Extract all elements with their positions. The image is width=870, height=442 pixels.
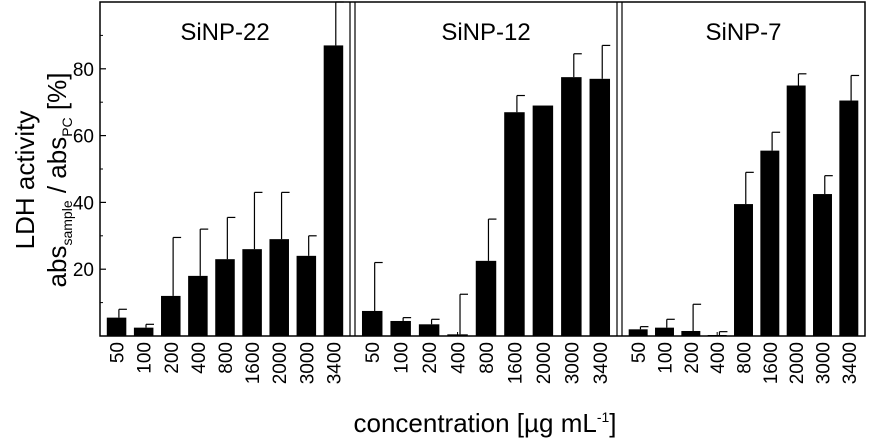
panel-title-1: SiNP-22 <box>180 19 269 46</box>
bar-SiNP-22-2000 <box>269 239 289 336</box>
y-axis: 20 40 60 80 <box>73 34 106 304</box>
bar-SiNP-7-3400 <box>839 100 859 336</box>
bar-SiNP-7-2000 <box>786 85 806 336</box>
bar-SiNP-12-1600 <box>504 112 525 336</box>
panel-1: SiNP-22 50 100 200 400 800 1600 2000 3000 3400 <box>106 1 345 384</box>
x-axis-title-sup: -1 <box>597 409 610 425</box>
panel-3: SiNP-7 50 100 200 400 800 1600 2000 3000 3400 <box>628 19 861 384</box>
bar-SiNP-22-3000 <box>296 255 317 336</box>
x-tick-label-SiNP-22-3400: 3400 <box>324 342 345 384</box>
bar-SiNP-22-1600 <box>242 249 262 336</box>
y-axis-title-abs: abs <box>42 246 72 288</box>
y-tick-label-80: 80 <box>73 60 94 81</box>
bar-SiNP-12-100 <box>390 320 411 336</box>
y-axis-title-sample: sample <box>59 200 75 245</box>
y-axis-title-abs2: / abs <box>42 137 72 201</box>
bar-SiNP-7-3000 <box>813 194 832 336</box>
x-tick-label-SiNP-7-800: 800 <box>735 342 756 374</box>
x-tick-label-SiNP-7-200: 200 <box>682 342 703 374</box>
x-tick-label-SiNP-12-50: 50 <box>363 342 384 363</box>
x-tick-label-SiNP-12-2000: 2000 <box>534 342 555 384</box>
bar-SiNP-22-400 <box>188 275 208 336</box>
x-tick-label-SiNP-12-400: 400 <box>449 342 470 374</box>
bar-SiNP-22-50 <box>106 317 127 336</box>
x-tick-label-SiNP-22-800: 800 <box>216 342 237 374</box>
x-tick-label-SiNP-22-100: 100 <box>135 342 156 374</box>
bar-SiNP-7-1600 <box>760 150 780 336</box>
y-tick-label-40: 40 <box>73 193 94 214</box>
bar-SiNP-12-50 <box>361 310 383 336</box>
x-axis-title-end: ] <box>609 408 616 438</box>
bar-SiNP-22-800 <box>215 259 235 336</box>
x-tick-label-SiNP-7-2000: 2000 <box>787 342 808 384</box>
bar-SiNP-7-800 <box>734 204 753 336</box>
y-tick-label-60: 60 <box>73 127 94 148</box>
x-tick-label-SiNP-12-100: 100 <box>392 342 413 374</box>
bar-SiNP-12-3000 <box>561 77 582 337</box>
bar-SiNP-22-3400 <box>323 45 344 337</box>
x-tick-label-SiNP-22-400: 400 <box>189 342 210 374</box>
bar-SiNP-7-100 <box>655 327 674 336</box>
x-tick-label-SiNP-12-800: 800 <box>477 342 498 374</box>
y-axis-title-line1: LDH activity <box>10 111 40 250</box>
x-tick-label-SiNP-7-1600: 1600 <box>761 342 782 384</box>
x-tick-label-SiNP-22-2000: 2000 <box>270 342 291 384</box>
panel-title-2: SiNP-12 <box>441 19 530 46</box>
x-axis-title-main: concentration [µg mL <box>353 408 596 438</box>
x-tick-label-SiNP-22-1600: 1600 <box>243 342 264 384</box>
x-tick-label-SiNP-12-3400: 3400 <box>591 342 612 384</box>
x-tick-label-SiNP-7-3400: 3400 <box>840 342 861 384</box>
y-tick-label-20: 20 <box>73 260 94 281</box>
x-tick-label-SiNP-12-1600: 1600 <box>505 342 526 384</box>
x-tick-label-SiNP-7-100: 100 <box>656 342 677 374</box>
y-axis-title-line2: abssample / absPC [%] <box>42 73 75 288</box>
y-axis-title-pct: [%] <box>42 73 72 118</box>
bar-SiNP-22-200 <box>161 295 181 336</box>
x-tick-label-SiNP-12-3000: 3000 <box>562 342 583 384</box>
bar-SiNP-12-200 <box>418 324 440 336</box>
panel-title-3: SiNP-7 <box>705 19 781 46</box>
x-tick-label-SiNP-12-200: 200 <box>420 342 441 374</box>
panel-2: SiNP-12 50 100 200 400 800 1600 2000 3000 3400 <box>361 19 612 384</box>
x-tick-label-SiNP-22-3000: 3000 <box>297 342 318 384</box>
bar-SiNP-12-2000 <box>532 105 554 336</box>
bar-SiNP-12-800 <box>475 260 497 336</box>
bar-SiNP-12-3400 <box>589 78 611 336</box>
x-tick-label-SiNP-7-3000: 3000 <box>814 342 835 384</box>
x-tick-label-SiNP-22-200: 200 <box>162 342 183 374</box>
x-tick-label-SiNP-7-50: 50 <box>629 342 650 363</box>
bar-SiNP-22-100 <box>133 327 154 336</box>
x-axis-title: concentration [µg mL-1] <box>353 408 616 438</box>
x-tick-label-SiNP-7-400: 400 <box>708 342 729 374</box>
y-axis-title-pc: PC <box>59 117 75 136</box>
x-tick-label-SiNP-22-50: 50 <box>108 342 129 363</box>
